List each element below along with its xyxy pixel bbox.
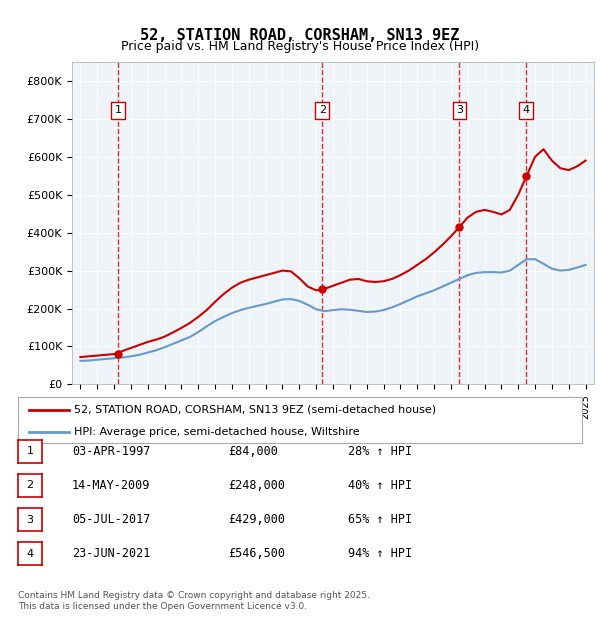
Text: 03-APR-1997: 03-APR-1997 <box>72 445 151 458</box>
Text: Contains HM Land Registry data © Crown copyright and database right 2025.
This d: Contains HM Land Registry data © Crown c… <box>18 591 370 611</box>
Text: 4: 4 <box>26 549 34 559</box>
Text: 1: 1 <box>115 105 122 115</box>
Text: 3: 3 <box>456 105 463 115</box>
Text: 2: 2 <box>319 105 326 115</box>
Text: 05-JUL-2017: 05-JUL-2017 <box>72 513 151 526</box>
Text: 94% ↑ HPI: 94% ↑ HPI <box>348 547 412 560</box>
Text: 65% ↑ HPI: 65% ↑ HPI <box>348 513 412 526</box>
Text: 14-MAY-2009: 14-MAY-2009 <box>72 479 151 492</box>
Text: 3: 3 <box>26 515 34 525</box>
Text: 23-JUN-2021: 23-JUN-2021 <box>72 547 151 560</box>
Text: 52, STATION ROAD, CORSHAM, SN13 9EZ: 52, STATION ROAD, CORSHAM, SN13 9EZ <box>140 28 460 43</box>
Text: 40% ↑ HPI: 40% ↑ HPI <box>348 479 412 492</box>
Text: 4: 4 <box>523 105 530 115</box>
Text: 52, STATION ROAD, CORSHAM, SN13 9EZ (semi-detached house): 52, STATION ROAD, CORSHAM, SN13 9EZ (sem… <box>74 405 437 415</box>
Text: 1: 1 <box>26 446 34 456</box>
Text: HPI: Average price, semi-detached house, Wiltshire: HPI: Average price, semi-detached house,… <box>74 427 360 436</box>
Text: 28% ↑ HPI: 28% ↑ HPI <box>348 445 412 458</box>
Text: £546,500: £546,500 <box>228 547 285 560</box>
Text: 2: 2 <box>26 480 34 490</box>
Text: Price paid vs. HM Land Registry's House Price Index (HPI): Price paid vs. HM Land Registry's House … <box>121 40 479 53</box>
Text: £429,000: £429,000 <box>228 513 285 526</box>
Text: £84,000: £84,000 <box>228 445 278 458</box>
Text: £248,000: £248,000 <box>228 479 285 492</box>
